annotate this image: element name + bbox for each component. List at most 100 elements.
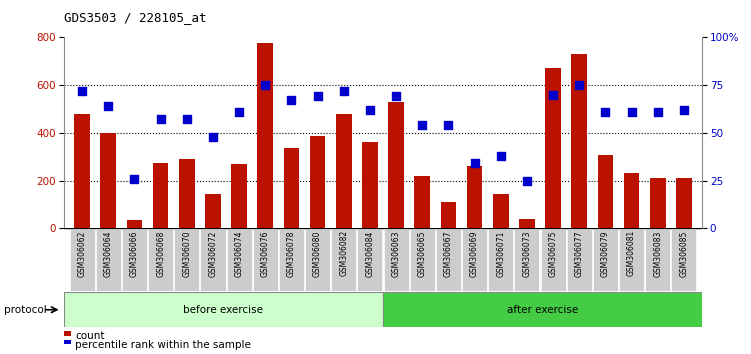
Point bbox=[155, 116, 167, 122]
Bar bbox=[388, 102, 404, 228]
Text: GSM306069: GSM306069 bbox=[470, 230, 479, 277]
FancyBboxPatch shape bbox=[645, 229, 671, 291]
FancyBboxPatch shape bbox=[148, 229, 173, 291]
FancyBboxPatch shape bbox=[227, 229, 252, 291]
Text: GSM306077: GSM306077 bbox=[575, 230, 584, 277]
Point bbox=[259, 82, 271, 88]
Bar bbox=[415, 176, 430, 228]
Point bbox=[678, 107, 690, 113]
FancyBboxPatch shape bbox=[64, 292, 383, 327]
FancyBboxPatch shape bbox=[541, 229, 566, 291]
Point bbox=[521, 178, 533, 183]
Text: GSM306084: GSM306084 bbox=[366, 230, 375, 276]
Text: GSM306083: GSM306083 bbox=[653, 230, 662, 276]
Bar bbox=[362, 142, 378, 228]
Point bbox=[338, 88, 350, 93]
FancyBboxPatch shape bbox=[462, 229, 487, 291]
Text: protocol: protocol bbox=[4, 305, 47, 315]
Bar bbox=[284, 148, 300, 228]
Bar bbox=[598, 155, 614, 228]
Text: GSM306074: GSM306074 bbox=[234, 230, 243, 277]
Text: GSM306073: GSM306073 bbox=[523, 230, 532, 277]
Bar bbox=[623, 173, 639, 228]
Point bbox=[312, 93, 324, 99]
Bar bbox=[441, 202, 457, 228]
FancyBboxPatch shape bbox=[357, 229, 382, 291]
Text: GSM306065: GSM306065 bbox=[418, 230, 427, 277]
Text: GSM306076: GSM306076 bbox=[261, 230, 270, 277]
FancyBboxPatch shape bbox=[201, 229, 225, 291]
Point bbox=[416, 122, 428, 128]
Bar bbox=[127, 220, 143, 228]
Text: GSM306072: GSM306072 bbox=[209, 230, 218, 276]
FancyBboxPatch shape bbox=[514, 229, 539, 291]
FancyBboxPatch shape bbox=[567, 229, 592, 291]
FancyBboxPatch shape bbox=[279, 229, 304, 291]
Bar bbox=[493, 194, 508, 228]
FancyBboxPatch shape bbox=[70, 229, 95, 291]
FancyBboxPatch shape bbox=[436, 229, 461, 291]
Point bbox=[364, 107, 376, 113]
Point bbox=[626, 109, 638, 115]
Text: GSM306082: GSM306082 bbox=[339, 230, 348, 276]
Point bbox=[181, 116, 193, 122]
FancyBboxPatch shape bbox=[410, 229, 435, 291]
Text: GSM306085: GSM306085 bbox=[680, 230, 689, 276]
Text: GDS3503 / 228105_at: GDS3503 / 228105_at bbox=[64, 11, 207, 24]
Text: before exercise: before exercise bbox=[183, 305, 264, 315]
Text: GSM306080: GSM306080 bbox=[313, 230, 322, 276]
Bar bbox=[179, 159, 195, 228]
Point bbox=[102, 103, 114, 109]
FancyBboxPatch shape bbox=[384, 229, 409, 291]
Bar bbox=[152, 162, 168, 228]
Point bbox=[233, 109, 245, 115]
Point bbox=[469, 160, 481, 166]
Text: GSM306078: GSM306078 bbox=[287, 230, 296, 276]
Point bbox=[652, 109, 664, 115]
Bar bbox=[258, 43, 273, 228]
Point bbox=[128, 176, 140, 182]
Point bbox=[573, 82, 585, 88]
FancyBboxPatch shape bbox=[174, 229, 199, 291]
FancyBboxPatch shape bbox=[383, 292, 702, 327]
Bar bbox=[676, 178, 692, 228]
Bar bbox=[205, 194, 221, 228]
Bar bbox=[74, 114, 90, 228]
Bar bbox=[231, 164, 247, 228]
Point bbox=[442, 122, 454, 128]
Bar bbox=[466, 166, 482, 228]
FancyBboxPatch shape bbox=[619, 229, 644, 291]
Text: after exercise: after exercise bbox=[507, 305, 578, 315]
Text: GSM306079: GSM306079 bbox=[601, 230, 610, 277]
Bar bbox=[572, 54, 587, 228]
Bar bbox=[545, 68, 561, 228]
FancyBboxPatch shape bbox=[122, 229, 147, 291]
Point bbox=[495, 153, 507, 159]
FancyBboxPatch shape bbox=[305, 229, 330, 291]
Text: GSM306075: GSM306075 bbox=[548, 230, 557, 277]
Text: percentile rank within the sample: percentile rank within the sample bbox=[75, 340, 251, 350]
Point bbox=[547, 92, 559, 97]
Text: GSM306062: GSM306062 bbox=[77, 230, 86, 276]
Text: GSM306071: GSM306071 bbox=[496, 230, 505, 276]
Bar bbox=[519, 219, 535, 228]
Point bbox=[390, 93, 402, 99]
FancyBboxPatch shape bbox=[488, 229, 513, 291]
Text: GSM306066: GSM306066 bbox=[130, 230, 139, 277]
Text: count: count bbox=[75, 331, 104, 341]
Text: GSM306081: GSM306081 bbox=[627, 230, 636, 276]
Bar bbox=[101, 133, 116, 228]
Bar bbox=[336, 114, 351, 228]
Bar bbox=[309, 136, 325, 228]
Point bbox=[207, 134, 219, 139]
FancyBboxPatch shape bbox=[253, 229, 278, 291]
FancyBboxPatch shape bbox=[593, 229, 618, 291]
Point bbox=[285, 97, 297, 103]
Text: GSM306063: GSM306063 bbox=[391, 230, 400, 277]
Bar bbox=[650, 178, 665, 228]
Text: GSM306064: GSM306064 bbox=[104, 230, 113, 277]
Text: GSM306067: GSM306067 bbox=[444, 230, 453, 277]
FancyBboxPatch shape bbox=[331, 229, 356, 291]
Text: GSM306068: GSM306068 bbox=[156, 230, 165, 276]
Point bbox=[76, 88, 88, 93]
